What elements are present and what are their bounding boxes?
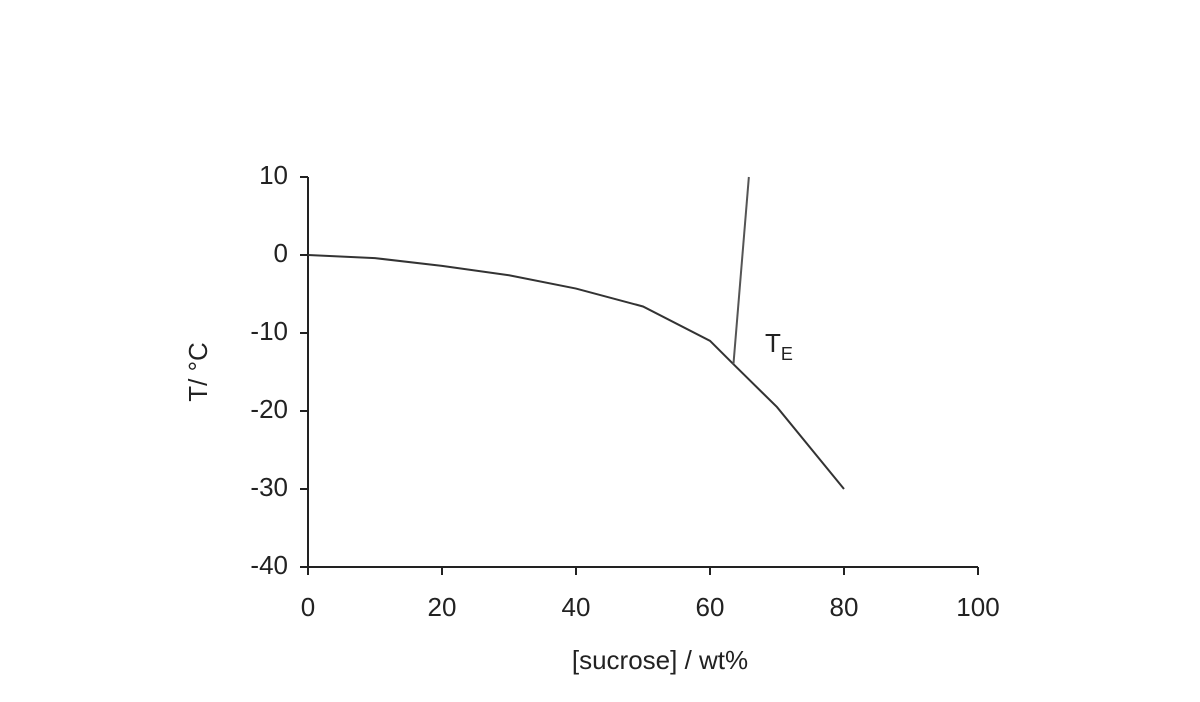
y-tick-label: 0 — [274, 238, 288, 268]
x-tick-label: 40 — [562, 592, 591, 622]
x-tick-label: 100 — [956, 592, 999, 622]
annotation: TE — [765, 328, 793, 364]
y-tick-label: -10 — [250, 316, 288, 346]
x-tick-label: 0 — [301, 592, 315, 622]
x-tick-label: 20 — [428, 592, 457, 622]
y-tick-label: -40 — [250, 550, 288, 580]
y-axis-label: T/ °C — [183, 342, 213, 402]
y-tick-label: 10 — [259, 160, 288, 190]
x-axis-label: [sucrose] / wt% — [572, 645, 748, 675]
annotation-subscript: E — [781, 344, 793, 364]
annotation-main: T — [765, 328, 781, 358]
y-tick-label: -20 — [250, 394, 288, 424]
y-tick-label: -30 — [250, 472, 288, 502]
x-tick-label: 80 — [830, 592, 859, 622]
x-tick-label: 60 — [696, 592, 725, 622]
curve — [307, 254, 845, 490]
curve — [732, 176, 750, 365]
